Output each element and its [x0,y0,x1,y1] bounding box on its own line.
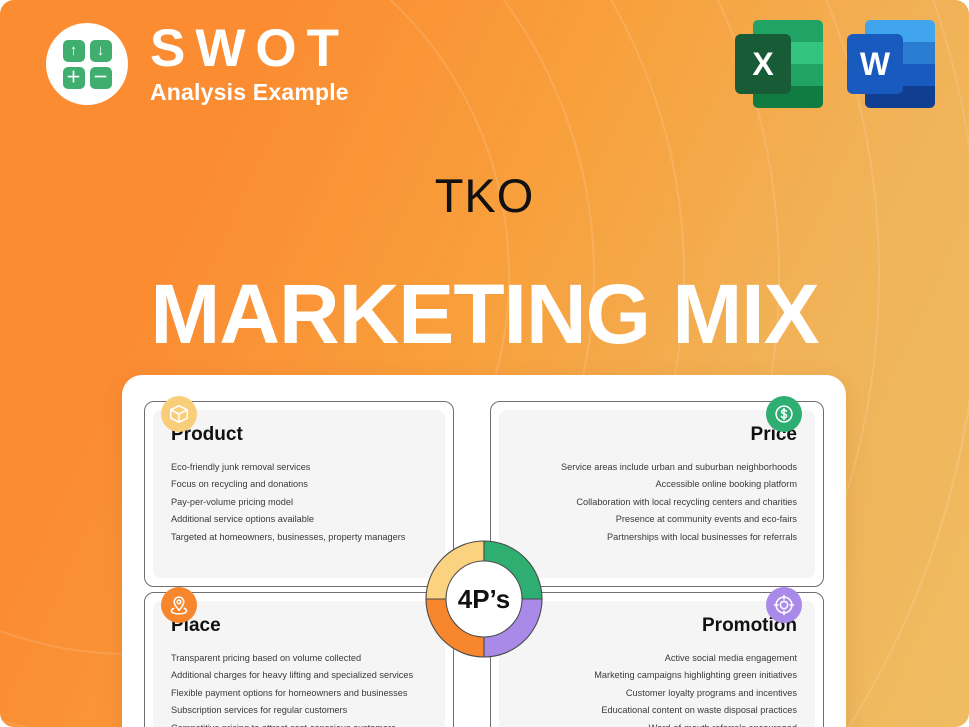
brand-logo: ↑ ↓ ＋ － SWOT Analysis Example [46,22,349,106]
quadrant-product-body: Product Eco-friendly junk removal servic… [153,410,445,578]
four-ps-donut-chart: 4P’s [421,536,547,662]
word-icon[interactable]: W [847,20,935,108]
plus-icon: ＋ [62,66,85,89]
target-icon [766,587,802,623]
header: ↑ ↓ ＋ － SWOT Analysis Example X [0,0,969,128]
excel-letter: X [735,34,791,94]
donut-svg [425,540,543,658]
list-item: Accessible online booking platform [655,479,797,490]
quadrant-product-list: Eco-friendly junk removal services Focus… [171,459,427,546]
box-icon [161,396,197,432]
quadrant-place-list: Transparent pricing based on volume coll… [171,650,427,727]
list-item: Targeted at homeowners, businesses, prop… [171,531,406,542]
quadrant-price-list: Service areas include urban and suburban… [517,459,797,546]
list-item: Flexible payment options for homeowners … [171,687,408,698]
list-item: Subscription services for regular custom… [171,705,348,716]
page-title: MARKETING MIX [150,267,819,361]
company-name: TKO [434,169,535,222]
dollar-icon [766,396,802,432]
arrow-up-icon: ↑ [62,39,85,62]
list-item: Active social media engagement [664,653,797,664]
excel-icon[interactable]: X [735,20,823,108]
list-item: Customer loyalty programs and incentives [625,687,797,698]
list-item: Pay-per-volume pricing model [171,496,294,507]
list-item: Transparent pricing based on volume coll… [171,653,362,664]
donut-hub [445,560,523,638]
quadrant-place-body: Place Transparent pricing based on volum… [153,601,445,727]
location-pin-icon [161,587,197,623]
brand-subtitle: Analysis Example [150,79,349,105]
list-item: Focus on recycling and donations [171,479,308,490]
quadrant-title: Promotion [702,615,797,636]
arrow-down-icon: ↓ [89,39,112,62]
list-item: Additional service options available [171,514,315,525]
list-item: Marketing campaigns highlighting green i… [594,670,797,681]
quadrant-title: Place [171,615,221,636]
list-item: Additional charges for heavy lifting and… [171,670,414,681]
list-item: Collaboration with local recycling cente… [576,496,797,507]
quadrant-title: Product [171,424,243,445]
quadrant-price[interactable]: Price Service areas include urban and su… [490,401,824,587]
list-item: Presence at community events and eco-fai… [615,514,797,525]
list-item: Competitive pricing to attract cost-cons… [171,720,427,727]
marketing-mix-card: Product Eco-friendly junk removal servic… [122,375,846,727]
logo-grid: ↑ ↓ ＋ － [62,39,112,89]
list-item: Educational content on waste disposal pr… [601,705,797,716]
word-letter: W [847,34,903,94]
quadrant-promotion-body: Promotion Active social media engagement… [499,601,815,727]
quadrant-price-body: Price Service areas include urban and su… [499,410,815,578]
brand-title: SWOT [150,19,349,78]
list-item: Eco-friendly junk removal services [171,462,311,473]
list-item: Word-of-mouth referrals encouraged [517,720,797,727]
list-item: Partnerships with local businesses for r… [607,531,797,542]
quadrant-title: Price [750,424,797,445]
quadrant-place[interactable]: Place Transparent pricing based on volum… [144,592,454,727]
swot-logo-mark: ↑ ↓ ＋ － [46,23,128,105]
brand-text: SWOT Analysis Example [150,22,349,106]
quadrant-promotion-list: Active social media engagement Marketing… [517,650,797,727]
minus-icon: － [89,66,112,89]
office-app-icons: X W [735,20,941,108]
quadrant-product[interactable]: Product Eco-friendly junk removal servic… [144,401,454,587]
list-item: Service areas include urban and suburban… [561,462,797,473]
